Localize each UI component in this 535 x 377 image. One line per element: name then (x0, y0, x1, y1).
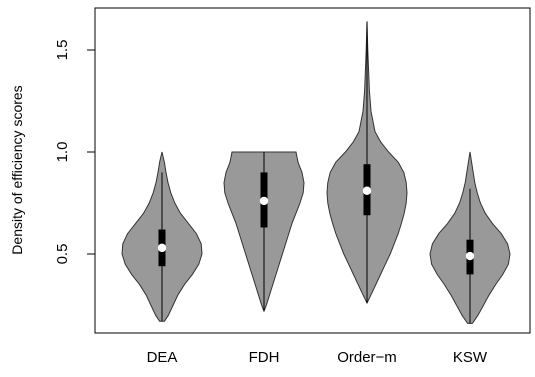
y-tick-label: 0.5 (54, 244, 71, 265)
x-category-label: KSW (453, 349, 488, 366)
violin-median (259, 196, 269, 206)
x-category-label: Order−m (337, 349, 397, 366)
y-axis: 0.5 1.0 1.5 (54, 40, 96, 265)
y-tick-label: 1.0 (54, 142, 71, 163)
violin-median (157, 243, 167, 253)
violin-median (465, 251, 475, 261)
y-axis-title: Density of efficiency scores (9, 85, 25, 254)
violin-median (362, 186, 372, 195)
violin-group (121, 21, 511, 324)
x-category-label: FDH (249, 349, 280, 366)
y-tick-label: 1.5 (54, 40, 71, 61)
x-axis-labels: DEA FDH Order−m KSW (147, 349, 488, 366)
x-category-label: DEA (147, 349, 178, 366)
